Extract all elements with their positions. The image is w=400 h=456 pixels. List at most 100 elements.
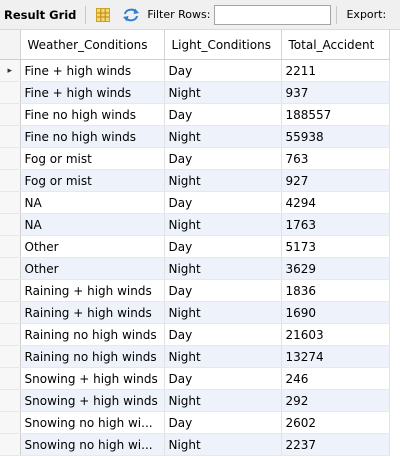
column-header-total-accident[interactable]: Total_Accident [281,30,390,60]
cell-light-conditions[interactable]: Day [164,323,282,346]
cell-weather-conditions[interactable]: NA [20,213,165,236]
cell-light-conditions[interactable]: Day [164,59,282,82]
cell-weather-conditions[interactable]: Snowing + high winds [20,367,165,390]
table-row[interactable]: Snowing no high wi... Night 2237 [0,433,390,456]
table-row[interactable]: Fine no high winds Day 188557 [0,103,390,126]
row-selector[interactable] [0,345,21,368]
row-selector[interactable] [0,389,21,412]
row-selector[interactable] [0,235,21,258]
row-selector[interactable]: ▸ [0,59,21,82]
cell-total-accident[interactable]: 21603 [281,323,390,346]
cell-light-conditions[interactable]: Day [164,235,282,258]
cell-weather-conditions[interactable]: NA [20,191,165,214]
cell-light-conditions[interactable]: Day [164,411,282,434]
row-selector[interactable] [0,433,21,456]
filter-rows-input[interactable] [214,4,332,25]
table-row[interactable]: Fog or mist Day 763 [0,147,390,170]
cell-light-conditions[interactable]: Day [164,367,282,390]
cell-light-conditions[interactable]: Night [164,213,282,236]
table-row[interactable]: Other Day 5173 [0,235,390,258]
cell-light-conditions[interactable]: Night [164,81,282,104]
table-row[interactable]: NA Day 4294 [0,191,390,214]
cell-weather-conditions[interactable]: Other [20,257,165,280]
row-selector[interactable] [0,367,21,390]
cell-total-accident[interactable]: 937 [281,81,390,104]
cell-weather-conditions[interactable]: Fine + high winds [20,81,165,104]
cell-total-accident[interactable]: 1763 [281,213,390,236]
cell-weather-conditions[interactable]: Raining + high winds [20,279,165,302]
table-row[interactable]: Raining no high winds Day 21603 [0,323,390,346]
column-header-weather-conditions[interactable]: Weather_Conditions [20,30,165,60]
cell-total-accident[interactable]: 763 [281,147,390,170]
table-row[interactable]: Snowing + high winds Day 246 [0,367,390,390]
cell-light-conditions[interactable]: Night [164,301,282,324]
row-selector[interactable] [0,213,21,236]
current-row-marker-icon: ▸ [7,65,13,76]
cell-light-conditions[interactable]: Day [164,147,282,170]
cell-total-accident[interactable]: 246 [281,367,390,390]
cell-light-conditions[interactable]: Day [164,191,282,214]
table-row[interactable]: Raining + high winds Night 1690 [0,301,390,324]
row-selector[interactable] [0,191,21,214]
cell-total-accident[interactable]: 1836 [281,279,390,302]
table-row[interactable]: Snowing + high winds Night 292 [0,389,390,412]
cell-weather-conditions[interactable]: Raining no high winds [20,345,165,368]
cell-light-conditions[interactable]: Day [164,279,282,302]
column-header-light-conditions[interactable]: Light_Conditions [164,30,282,60]
cell-light-conditions[interactable]: Night [164,125,282,148]
cell-total-accident[interactable]: 13274 [281,345,390,368]
cell-light-conditions[interactable]: Night [164,169,282,192]
cell-weather-conditions[interactable]: Fine + high winds [20,59,165,82]
cell-weather-conditions[interactable]: Snowing no high wi... [20,433,165,456]
cell-total-accident[interactable]: 292 [281,389,390,412]
cell-light-conditions[interactable]: Night [164,433,282,456]
table-row[interactable]: Raining + high winds Day 1836 [0,279,390,302]
row-selector[interactable] [0,81,21,104]
row-selector[interactable] [0,411,21,434]
table-row[interactable]: ▸ Fine + high winds Day 2211 [0,59,390,82]
table-row[interactable]: Fine no high winds Night 55938 [0,125,390,148]
row-selector[interactable] [0,147,21,170]
cell-light-conditions[interactable]: Night [164,257,282,280]
export-button[interactable]: Export: [346,8,387,21]
cell-weather-conditions[interactable]: Snowing + high winds [20,389,165,412]
row-selector[interactable] [0,125,21,148]
row-selector[interactable] [0,169,21,192]
table-row[interactable]: Other Night 3629 [0,257,390,280]
cell-total-accident[interactable]: 927 [281,169,390,192]
cell-total-accident[interactable]: 3629 [281,257,390,280]
cell-total-accident[interactable]: 55938 [281,125,390,148]
row-selector[interactable] [0,323,21,346]
cell-total-accident[interactable]: 1690 [281,301,390,324]
table-row[interactable]: Fine + high winds Night 937 [0,81,390,104]
cell-total-accident[interactable]: 2237 [281,433,390,456]
grid-corner-cell[interactable] [0,30,21,60]
cell-light-conditions[interactable]: Night [164,389,282,412]
table-row[interactable]: NA Night 1763 [0,213,390,236]
cell-weather-conditions[interactable]: Fog or mist [20,147,165,170]
cell-weather-conditions[interactable]: Fine no high winds [20,125,165,148]
refresh-icon[interactable] [121,7,141,23]
cell-weather-conditions[interactable]: Raining + high winds [20,301,165,324]
cell-weather-conditions[interactable]: Fine no high winds [20,103,165,126]
cell-light-conditions[interactable]: Day [164,103,282,126]
row-selector[interactable] [0,257,21,280]
cell-total-accident[interactable]: 2211 [281,59,390,82]
table-row[interactable]: Fog or mist Night 927 [0,169,390,192]
cell-weather-conditions[interactable]: Other [20,235,165,258]
cell-total-accident[interactable]: 4294 [281,191,390,214]
cell-weather-conditions[interactable]: Fog or mist [20,169,165,192]
row-selector[interactable] [0,279,21,302]
cell-total-accident[interactable]: 188557 [281,103,390,126]
cell-weather-conditions[interactable]: Snowing no high wi... [20,411,165,434]
cell-total-accident[interactable]: 5173 [281,235,390,258]
row-selector[interactable] [0,301,21,324]
toolbar-separator [85,5,87,24]
cell-light-conditions[interactable]: Night [164,345,282,368]
grid-view-icon[interactable] [95,7,111,23]
table-row[interactable]: Snowing no high wi... Day 2602 [0,411,390,434]
cell-weather-conditions[interactable]: Raining no high winds [20,323,165,346]
row-selector[interactable] [0,103,21,126]
cell-total-accident[interactable]: 2602 [281,411,390,434]
table-row[interactable]: Raining no high winds Night 13274 [0,345,390,368]
